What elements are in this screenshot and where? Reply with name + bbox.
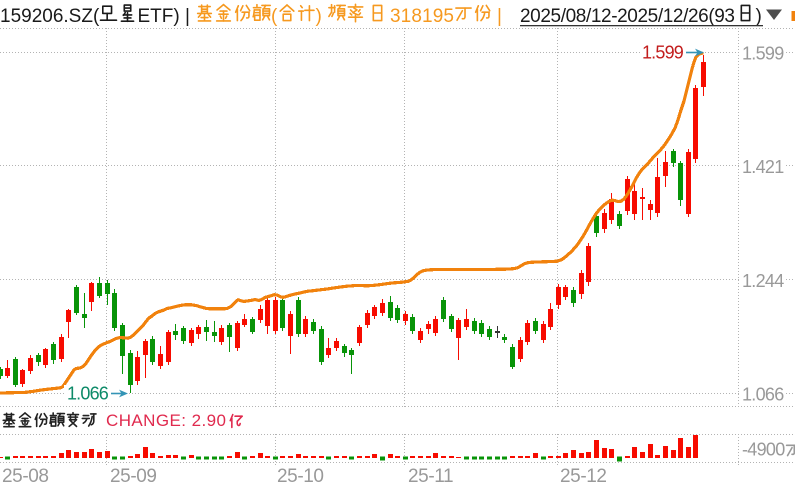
svg-text:1.599: 1.599 — [742, 44, 784, 64]
svg-text:): ) — [316, 6, 322, 27]
svg-text:25-10: 25-10 — [277, 466, 324, 486]
svg-text:25-12: 25-12 — [560, 466, 607, 486]
svg-text:-4900: -4900 — [742, 440, 785, 460]
svg-text:1.421: 1.421 — [742, 157, 784, 177]
svg-text:CHANGE: 2.90: CHANGE: 2.90 — [106, 411, 226, 430]
svg-text:159206.SZ(: 159206.SZ( — [0, 6, 100, 27]
svg-text:1.244: 1.244 — [742, 271, 784, 291]
svg-text:25-09: 25-09 — [110, 466, 157, 486]
svg-text:25-08: 25-08 — [2, 466, 49, 486]
svg-text:ETF) |: ETF) | — [138, 6, 190, 27]
svg-text:1.599: 1.599 — [642, 43, 684, 63]
svg-text:|: | — [497, 6, 502, 27]
svg-text:1.066: 1.066 — [67, 384, 109, 404]
svg-text:25-11: 25-11 — [408, 466, 453, 486]
svg-text:(: ( — [271, 6, 278, 27]
svg-text:318195: 318195 — [390, 6, 454, 27]
svg-text:): ) — [756, 6, 762, 27]
svg-text:2025/08/12-2025/12/26(93: 2025/08/12-2025/12/26(93 — [520, 6, 735, 27]
svg-text:1.066: 1.066 — [742, 385, 784, 405]
